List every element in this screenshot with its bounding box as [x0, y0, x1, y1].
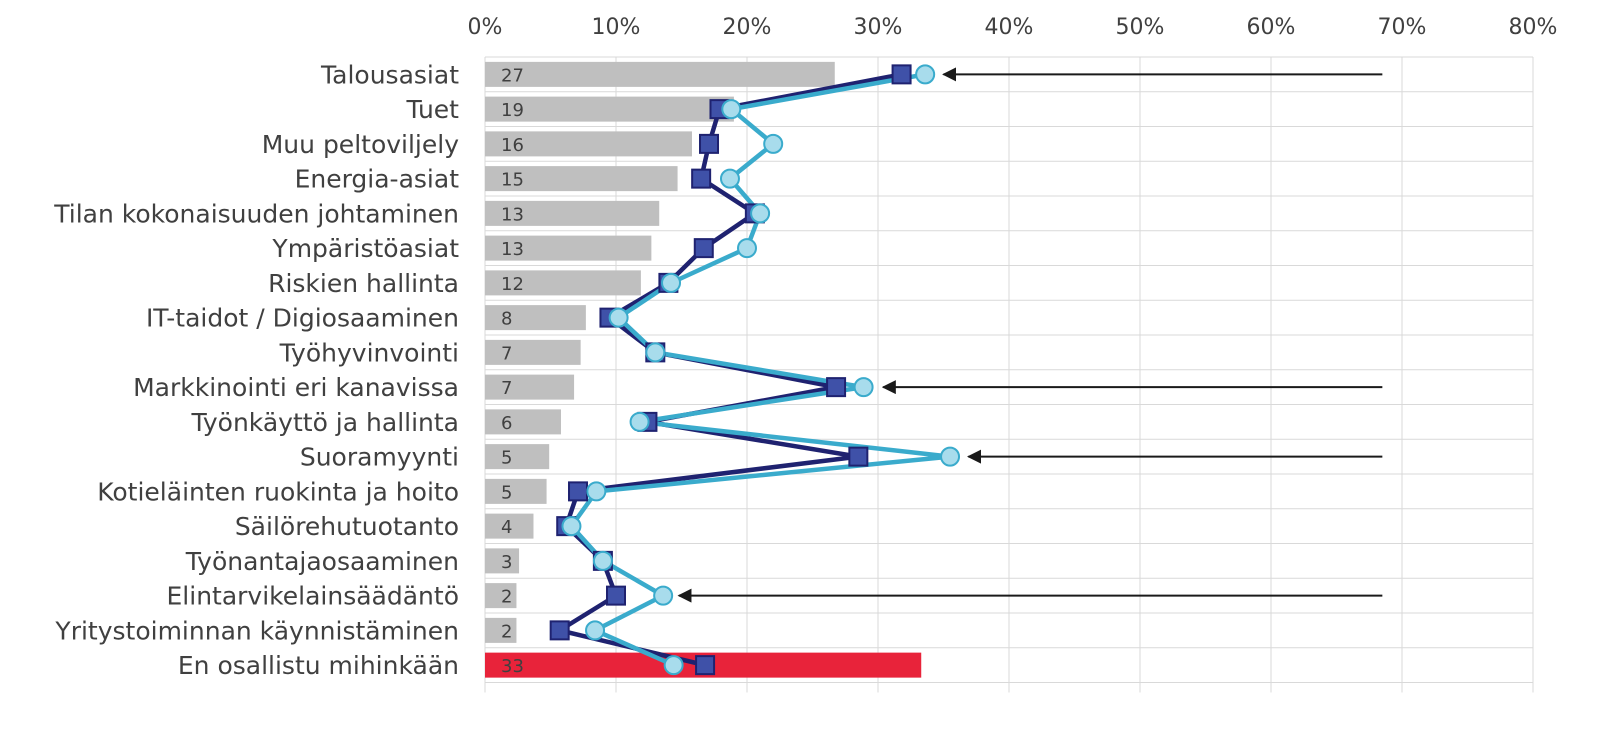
bar: [485, 61, 835, 87]
bar: [485, 166, 678, 192]
category-labels: Talousasiat Tuet Muu peltoviljely Energia-a…: [53, 60, 459, 680]
bar: [485, 513, 534, 539]
square-marker: [691, 168, 712, 189]
square-marker: [693, 238, 714, 259]
category-label: Kotieläinten ruokinta ja hoito: [97, 477, 459, 506]
category-label: Markkinointi eri kanavissa: [133, 373, 459, 402]
circle-marker: [663, 655, 684, 676]
circle-marker: [592, 550, 613, 571]
bar-value-label: 6: [501, 413, 512, 434]
bar-value-label: 33: [501, 656, 524, 677]
bar-value-label: 13: [501, 239, 524, 260]
bar: [485, 96, 734, 122]
x-tick-label: 10%: [592, 15, 641, 40]
bar: [485, 444, 550, 470]
square-marker: [699, 133, 720, 154]
circle-marker: [653, 585, 674, 606]
x-tick-label: 80%: [1509, 15, 1558, 40]
bar-value-label: 5: [501, 482, 512, 503]
circle-marker: [645, 342, 666, 363]
category-label: Yritystoiminnan käynnistäminen: [54, 616, 459, 645]
category-label: Muu peltoviljely: [262, 130, 459, 159]
bar-value-label: 4: [501, 517, 512, 538]
bar-value-label: 7: [501, 378, 512, 399]
bar-value-label: 27: [501, 65, 524, 86]
circle-marker: [721, 99, 742, 120]
category-label: Riskien hallinta: [268, 269, 459, 298]
bar: [485, 374, 575, 400]
category-label: IT-taidot / Digiosaaminen: [146, 304, 459, 333]
x-tick-label: 40%: [985, 15, 1034, 40]
x-tick-label: 20%: [723, 15, 772, 40]
bar: [485, 409, 561, 435]
x-tick-label: 0%: [468, 15, 503, 40]
bar-value-label: 2: [501, 587, 512, 608]
circle-marker: [661, 272, 682, 293]
circle-marker: [737, 238, 757, 259]
x-tick-label: 30%: [854, 15, 903, 40]
category-label: Tuet: [405, 95, 459, 124]
bar: [485, 478, 547, 504]
circle-marker: [940, 446, 961, 467]
bar-value-label: 7: [501, 343, 512, 364]
circle-marker: [915, 64, 936, 85]
bar-value-label: 16: [501, 135, 524, 156]
bar-value-label: 5: [501, 448, 512, 469]
bar: [485, 583, 517, 609]
category-label: Suoramyynti: [300, 443, 459, 472]
bar: [485, 270, 641, 296]
bar-value-label: 8: [501, 309, 512, 330]
circle-marker: [586, 481, 607, 502]
square-marker: [695, 655, 716, 676]
circle-marker: [763, 133, 784, 154]
x-tick-label: 50%: [1116, 15, 1165, 40]
bar-value-label: 2: [501, 621, 512, 642]
circle-marker: [750, 203, 771, 224]
circle-marker: [608, 307, 629, 328]
x-axis-ticks: 0% 10% 20% 30% 40% 50% 60% 70% 80%: [468, 15, 1558, 40]
category-label: Työhyvinvointi: [279, 338, 459, 367]
category-label: Ympäristöasiat: [271, 234, 459, 263]
square-marker: [891, 64, 912, 85]
bar-value-label: 19: [501, 100, 524, 121]
bar: [485, 131, 692, 157]
bar: [485, 305, 586, 331]
bar: [485, 617, 517, 643]
category-label: Tilan kokonaisuuden johtaminen: [53, 199, 459, 228]
category-label: Elintarvikelainsäädäntö: [167, 582, 460, 611]
circle-marker: [719, 168, 740, 189]
category-label: Työnantajaosaaminen: [185, 547, 459, 576]
square-marker: [848, 446, 869, 467]
category-label: Työnkäyttö ja hallinta: [191, 408, 460, 437]
annotation-arrows: [677, 67, 1383, 603]
category-label: Talousasiat: [320, 60, 459, 89]
square-marker: [606, 585, 626, 606]
bar: [485, 235, 652, 261]
circle-marker: [585, 620, 606, 641]
square-marker: [549, 620, 570, 641]
x-tick-label: 70%: [1378, 15, 1427, 40]
square-marker: [826, 377, 847, 398]
category-label: Säilörehutuotanto: [235, 512, 459, 541]
bar-labels: 27 19 16 15 13 13 12 8 7 7 6 5 5 4 3 2 2 33: [501, 65, 524, 677]
series-markers: [549, 64, 961, 676]
bar: [485, 200, 660, 226]
square-marker: [568, 481, 589, 502]
category-label: En osallistu mihinkään: [178, 651, 459, 680]
bar-value-label: 15: [501, 170, 524, 191]
bar-value-label: 13: [501, 204, 524, 225]
bar: [485, 339, 581, 365]
gridlines: [484, 56, 1534, 693]
circle-marker: [853, 377, 874, 398]
bar: [485, 548, 520, 574]
bars: [485, 61, 922, 678]
circle-marker: [629, 411, 650, 432]
circle-marker: [561, 516, 582, 537]
bar-value-label: 12: [501, 274, 524, 295]
bar-value-label: 3: [501, 552, 512, 573]
category-label: Energia-asiat: [295, 165, 460, 194]
x-tick-label: 60%: [1247, 15, 1296, 40]
